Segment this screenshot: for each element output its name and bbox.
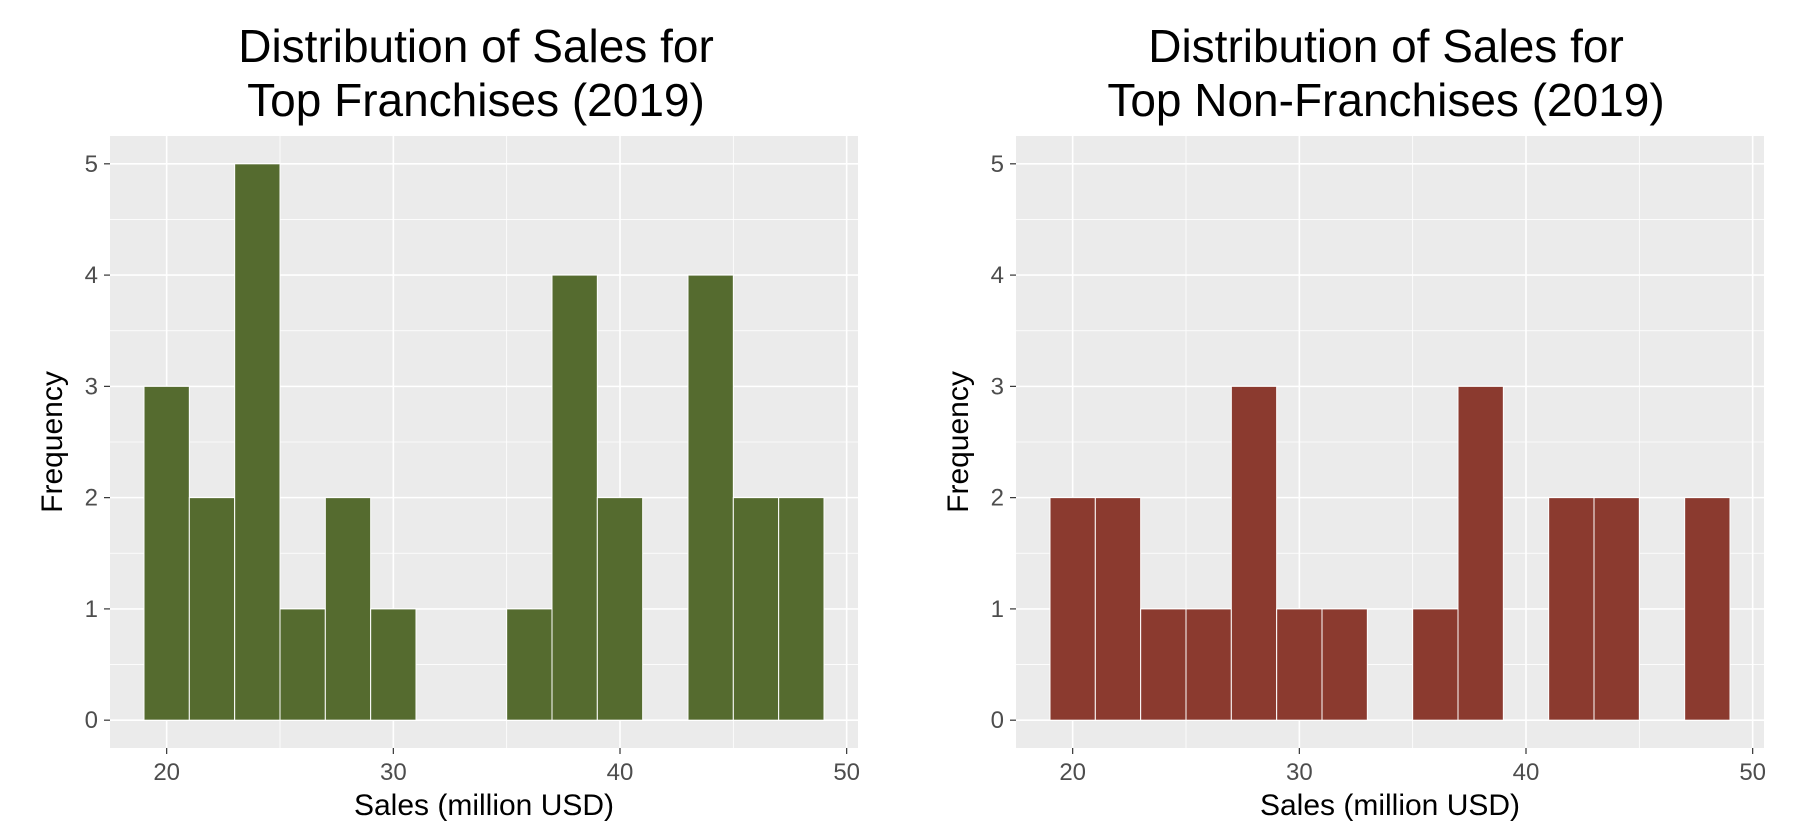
y-tick-label: 0 (991, 707, 1004, 734)
x-tick-label: 20 (153, 759, 180, 786)
histogram-bar (1593, 497, 1640, 721)
chart-panel-1: 20 30 40 50 0 1 2 3 4 5 Distribution of Sales forT… (36, 20, 860, 822)
histogram-bar (506, 608, 553, 721)
x-tick-label: 50 (833, 759, 860, 786)
y-axis-title: Frequency (942, 371, 975, 513)
chart-title-line: Distribution of Sales for (1148, 20, 1624, 72)
y-tick-label: 1 (991, 596, 1004, 623)
histogram-bar (143, 385, 190, 721)
y-tick-label: 1 (85, 596, 98, 623)
histogram-bar (1321, 608, 1368, 721)
histogram-bar (234, 163, 281, 721)
x-tick-label: 50 (1739, 759, 1766, 786)
chart-title-line: Top Franchises (2019) (247, 74, 705, 126)
y-tick-label: 2 (991, 485, 1004, 512)
histogram-bar (551, 274, 598, 721)
histogram-bar (1548, 497, 1595, 721)
histogram-bar (188, 497, 236, 721)
chart-panel-2: 20 30 40 50 0 1 2 3 4 5 Distribution of Sales forT… (942, 20, 1766, 822)
x-tick-label: 30 (1286, 759, 1313, 786)
histogram-bar (1684, 497, 1731, 721)
y-tick-label: 4 (991, 262, 1004, 289)
x-tick-label: 40 (1513, 759, 1540, 786)
x-tick-label: 40 (607, 759, 634, 786)
histogram-bar (1185, 608, 1232, 721)
histogram-bar (1230, 385, 1278, 721)
histogram-bar (279, 608, 326, 721)
y-tick-label: 2 (85, 485, 98, 512)
y-tick-label: 5 (991, 151, 1004, 178)
histogram-bar (778, 497, 825, 721)
x-axis-title: Sales (million USD) (354, 789, 614, 822)
histogram-bar (1140, 608, 1187, 721)
histogram-bar (1276, 608, 1323, 721)
histogram-bar (687, 274, 734, 721)
histogram-bar (596, 497, 644, 721)
x-tick-label: 30 (380, 759, 407, 786)
y-tick-label: 0 (85, 707, 98, 734)
histogram-bar (324, 497, 372, 721)
y-axis-title: Frequency (36, 371, 69, 513)
y-tick-label: 3 (991, 373, 1004, 400)
y-tick-label: 4 (85, 262, 98, 289)
histogram-bar (1049, 497, 1096, 721)
chart-title-line: Top Non-Franchises (2019) (1107, 74, 1664, 126)
histogram-bar (732, 497, 780, 721)
y-tick-label: 3 (85, 373, 98, 400)
histogram-bar (1412, 608, 1459, 721)
chart-title-line: Distribution of Sales for (238, 20, 714, 72)
histogram-bar (1094, 497, 1142, 721)
histogram-bar (1457, 385, 1504, 721)
y-tick-label: 5 (85, 151, 98, 178)
x-axis-title: Sales (million USD) (1260, 789, 1520, 822)
histogram-bar (370, 608, 417, 721)
x-tick-label: 20 (1059, 759, 1086, 786)
